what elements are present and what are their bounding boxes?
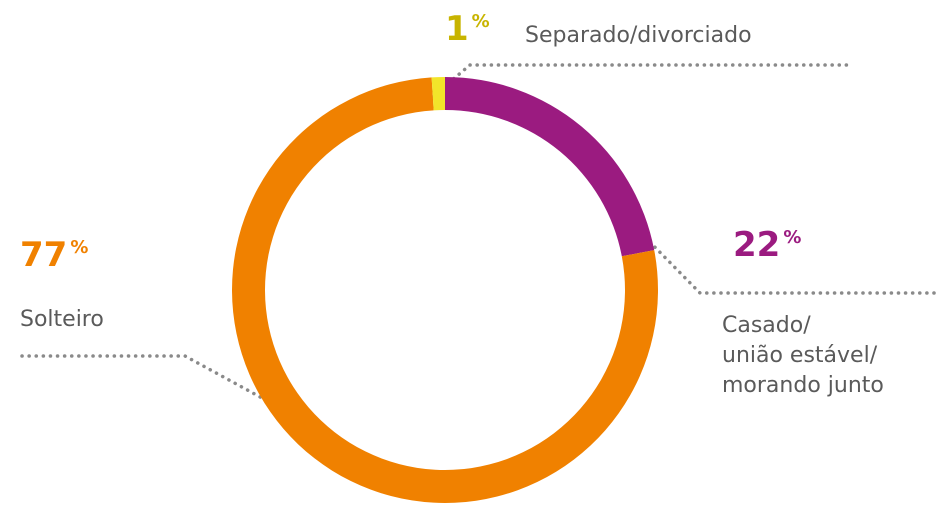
value-label: 22% xyxy=(733,225,801,265)
value-unit: % xyxy=(783,227,801,248)
value-number: 77 xyxy=(20,235,67,275)
category-line: Separado/divorciado xyxy=(525,23,752,48)
donut-slice xyxy=(431,77,445,111)
value-unit: % xyxy=(70,237,88,258)
category-label: Solteiro xyxy=(20,307,104,332)
value-label: 1% xyxy=(445,9,490,49)
category-label: Separado/divorciado xyxy=(525,23,752,48)
category-line: morando junto xyxy=(722,373,884,398)
category-line: Casado/ xyxy=(722,313,811,338)
value-number: 22 xyxy=(733,225,780,265)
value-number: 1 xyxy=(445,9,469,49)
category-label: Casado/união estável/morando junto xyxy=(722,313,884,398)
donut-slice xyxy=(445,77,655,257)
category-line: união estável/ xyxy=(722,343,878,368)
leader-line xyxy=(638,230,937,295)
leader-line xyxy=(20,354,264,400)
value-label: 77% xyxy=(20,235,88,275)
leader-line xyxy=(430,63,850,99)
value-unit: % xyxy=(472,11,490,32)
category-line: Solteiro xyxy=(20,307,104,332)
